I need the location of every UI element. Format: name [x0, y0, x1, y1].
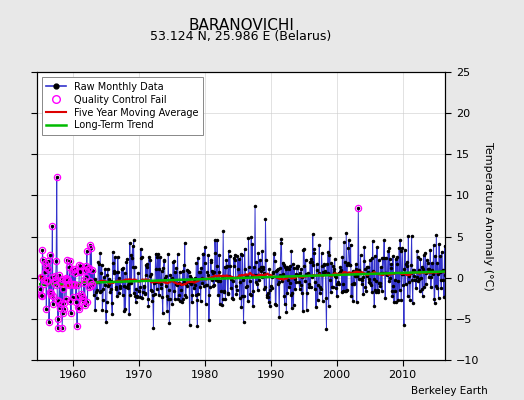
Text: 53.124 N, 25.986 E (Belarus): 53.124 N, 25.986 E (Belarus)	[150, 30, 332, 43]
Legend: Raw Monthly Data, Quality Control Fail, Five Year Moving Average, Long-Term Tren: Raw Monthly Data, Quality Control Fail, …	[41, 77, 203, 135]
Text: Berkeley Earth: Berkeley Earth	[411, 386, 487, 396]
Text: BARANOVICHI: BARANOVICHI	[188, 18, 294, 33]
Y-axis label: Temperature Anomaly (°C): Temperature Anomaly (°C)	[483, 142, 493, 290]
